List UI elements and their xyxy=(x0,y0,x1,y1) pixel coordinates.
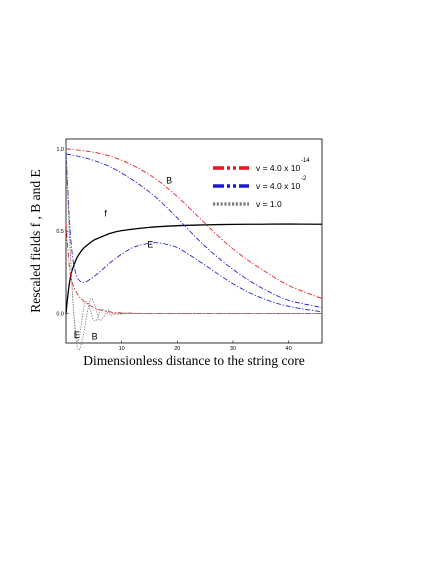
y-tick-label-2: 1.0 xyxy=(56,147,64,153)
curve-label-1: B xyxy=(166,175,172,185)
series-line-B1 xyxy=(65,148,323,299)
legend-label-v1: v = 4.0 x 10 xyxy=(256,163,300,173)
series-layer xyxy=(65,145,323,351)
curve-label-2: E xyxy=(147,240,153,250)
legend-exponent-v1: -14 xyxy=(301,158,310,164)
plot-frame xyxy=(65,138,323,344)
x-tick-label-2: 30 xyxy=(230,346,236,352)
legend-label-v2: v = 4.0 x 10 xyxy=(256,181,300,191)
x-axis-title: Dimensionless distance to the string cor… xyxy=(83,353,305,368)
x-tick-label-0: 10 xyxy=(119,346,125,352)
series-line-E1 xyxy=(65,222,322,314)
y-tick-label-1: 0.5 xyxy=(56,229,64,235)
y-axis-title: Rescaled fields f , B and E xyxy=(28,169,43,313)
curve-labels: f B E E B xyxy=(74,175,172,341)
curve-label-0: f xyxy=(104,208,107,218)
y-tick-label-0: 0.0 xyxy=(56,311,64,317)
series-line-B2 xyxy=(65,153,323,309)
x-tick-label-3: 40 xyxy=(286,346,292,352)
legend-label-v3: v = 1.0 xyxy=(256,199,282,209)
curve-label-4: B xyxy=(92,332,98,342)
legend: v = 4.0 x 10-14v = 4.0 x 10-2v = 1.0 xyxy=(213,158,310,209)
axis-ticks: 10 20 30 40 0.0 0.5 1.0 xyxy=(56,147,291,352)
x-tick-label-1: 20 xyxy=(174,346,180,352)
series-line-E3 xyxy=(65,145,322,342)
series-line-f xyxy=(65,223,323,314)
series-line-E2 xyxy=(65,150,323,313)
series-line-B3 xyxy=(65,158,322,351)
curve-label-3: E xyxy=(74,330,80,340)
legend-exponent-v2: -2 xyxy=(301,176,307,182)
